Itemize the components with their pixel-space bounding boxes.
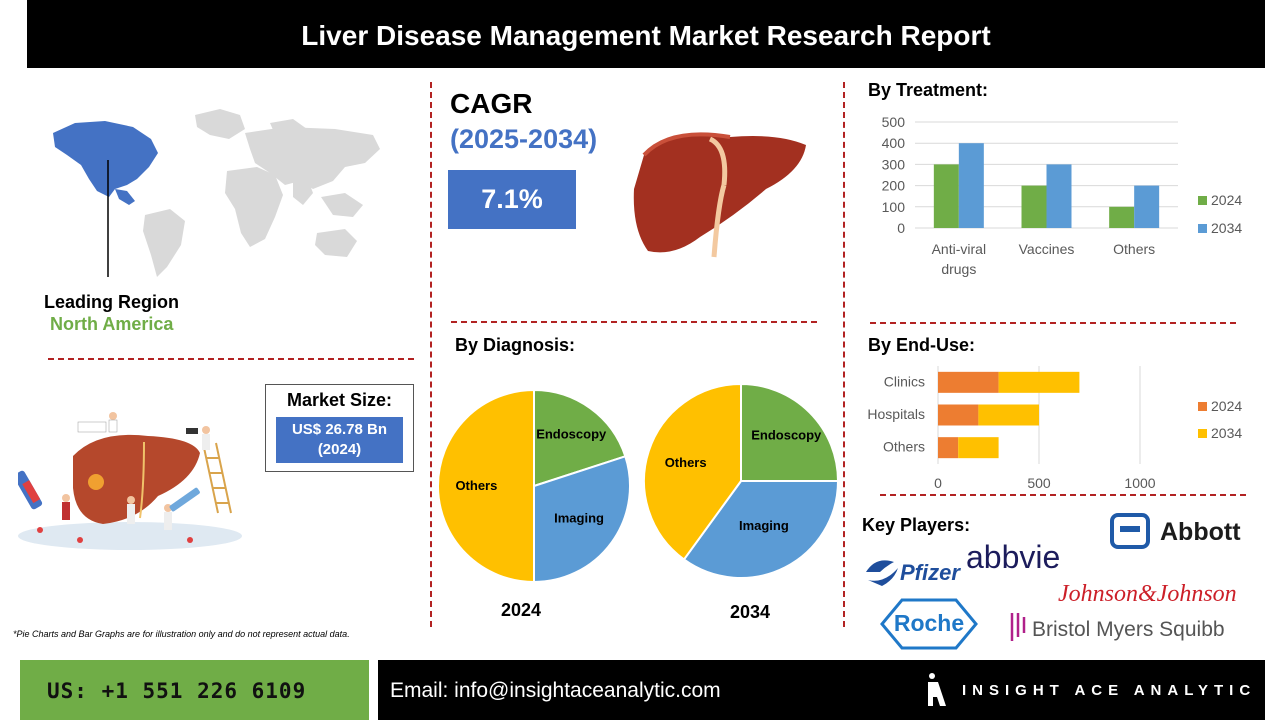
divider-treatment bbox=[870, 322, 1236, 324]
pie-label: Others bbox=[665, 455, 707, 470]
enduse-legend-label: 2024 bbox=[1211, 398, 1242, 414]
pie-label: Endoscopy bbox=[751, 428, 822, 443]
treatment-y-tick: 500 bbox=[882, 114, 906, 130]
treatment-y-tick: 300 bbox=[882, 156, 906, 172]
enduse-y-tick: Hospitals bbox=[867, 406, 925, 422]
abbott-logo: Abbott bbox=[1110, 513, 1241, 549]
market-size-year: (2024) bbox=[317, 441, 362, 458]
pie-2034-year: 2034 bbox=[730, 602, 771, 622]
diagnosis-title: By Diagnosis: bbox=[455, 335, 576, 355]
brand-name: INSIGHT ACE ANALYTIC bbox=[962, 682, 1257, 699]
treatment-chart: 0 100 200 300 400 500 Anti-viral drugs Vaccines O… bbox=[882, 114, 1243, 277]
abbvie-logo: abbvie bbox=[966, 540, 1060, 575]
jnj-logo: Johnson&Johnson bbox=[1058, 581, 1236, 607]
treatment-x-tick: drugs bbox=[941, 261, 976, 277]
enduse-chart: 0 500 1000 Clinics Hospitals Others 2024 2034 bbox=[867, 366, 1242, 491]
footer-phone-bar: US: +1 551 226 6109 bbox=[20, 660, 369, 720]
abbvie-text: abbvie bbox=[966, 540, 1060, 575]
treatment-bar-2034 bbox=[1046, 164, 1072, 228]
market-size-amount: US$ 26.78 Bn bbox=[291, 421, 388, 438]
treatment-bar-2024 bbox=[1109, 206, 1135, 228]
pie-slice-others bbox=[437, 388, 535, 584]
liver-team-illustration bbox=[18, 412, 242, 550]
pie-label: Imaging bbox=[739, 518, 789, 533]
enduse-legend-swatch bbox=[1198, 402, 1207, 411]
pie-slice-others bbox=[643, 382, 742, 561]
diagnosis-pie-2024: Endoscopy Imaging Others bbox=[437, 388, 631, 584]
treatment-legend-swatch bbox=[1198, 224, 1207, 233]
pie-slice-endoscopy bbox=[533, 388, 627, 488]
pie-label: Endoscopy bbox=[536, 427, 607, 442]
pie-2024-year: 2024 bbox=[501, 600, 542, 620]
key-players-title: Key Players: bbox=[862, 515, 971, 535]
world-map bbox=[53, 109, 380, 277]
title-bar: Liver Disease Management Market Research… bbox=[27, 0, 1265, 68]
divider-enduse bbox=[880, 494, 1246, 496]
enduse-x-tick: 0 bbox=[934, 475, 942, 491]
market-size-title: Market Size: bbox=[286, 390, 393, 410]
pie-slice-imaging bbox=[682, 480, 840, 579]
treatment-bar-2034 bbox=[958, 143, 984, 228]
pfizer-text: Pfizer bbox=[900, 560, 961, 585]
treatment-legend-swatch bbox=[1198, 196, 1207, 205]
brand-logo-icon bbox=[928, 673, 946, 706]
divider-cagr bbox=[451, 321, 817, 323]
report-title: Liver Disease Management Market Research… bbox=[301, 20, 991, 51]
enduse-y-tick: Others bbox=[883, 439, 925, 455]
pie-slice-endoscopy bbox=[740, 382, 840, 482]
treatment-legend-label: 2024 bbox=[1211, 192, 1242, 208]
treatment-bar-2024 bbox=[1021, 185, 1047, 228]
abbott-text: Abbott bbox=[1160, 518, 1241, 546]
jnj-text: Johnson&Johnson bbox=[1058, 581, 1236, 607]
enduse-bar-2024 bbox=[938, 437, 959, 459]
treatment-y-tick: 0 bbox=[897, 220, 905, 236]
footer-contact-bar: Email: info@insightaceanalytic.com INSIG… bbox=[378, 660, 1265, 720]
enduse-legend-swatch bbox=[1198, 429, 1207, 438]
enduse-bar-2024 bbox=[938, 404, 979, 426]
pfizer-logo: Pfizer bbox=[866, 560, 961, 586]
enduse-x-tick: 500 bbox=[1027, 475, 1051, 491]
treatment-title: By Treatment: bbox=[868, 80, 989, 100]
cagr-title: CAGR bbox=[450, 88, 533, 119]
treatment-x-tick: Vaccines bbox=[1019, 241, 1075, 257]
bms-logo: Bristol Myers Squibb bbox=[1010, 613, 1225, 641]
liver-illustration bbox=[633, 132, 806, 258]
leading-region-label: Leading Region bbox=[44, 292, 179, 312]
enduse-title: By End-Use: bbox=[868, 335, 976, 355]
divider-region bbox=[48, 358, 414, 360]
enduse-y-tick: Clinics bbox=[884, 373, 925, 389]
treatment-y-tick: 200 bbox=[882, 178, 906, 194]
pie-label: Imaging bbox=[554, 511, 604, 526]
treatment-bar-2024 bbox=[933, 164, 959, 228]
enduse-legend-label: 2034 bbox=[1211, 425, 1242, 441]
market-size-value: US$ 26.78 Bn (2024) bbox=[276, 417, 403, 463]
cagr-value: 7.1% bbox=[448, 170, 576, 229]
phone-number[interactable]: US: +1 551 226 6109 bbox=[47, 679, 307, 703]
treatment-y-tick: 100 bbox=[882, 199, 906, 215]
leading-region-value: North America bbox=[50, 314, 174, 334]
treatment-legend-label: 2034 bbox=[1211, 220, 1242, 236]
cagr-years: (2025-2034) bbox=[450, 124, 598, 154]
email-link[interactable]: Email: info@insightaceanalytic.com bbox=[390, 679, 721, 702]
divider-left bbox=[430, 82, 432, 627]
roche-logo: Roche bbox=[880, 598, 978, 650]
pie-label: Others bbox=[455, 478, 497, 493]
enduse-bar-2034 bbox=[958, 437, 999, 459]
divider-right bbox=[843, 82, 845, 627]
bms-text: Bristol Myers Squibb bbox=[1032, 618, 1225, 641]
diagnosis-pie-2034: Endoscopy Imaging Others bbox=[643, 382, 840, 579]
footnote: *Pie Charts and Bar Graphs are for illus… bbox=[13, 629, 350, 639]
treatment-x-tick: Others bbox=[1113, 241, 1155, 257]
treatment-bar-2034 bbox=[1134, 185, 1160, 228]
enduse-x-tick: 1000 bbox=[1124, 475, 1155, 491]
enduse-bar-2024 bbox=[938, 371, 999, 393]
enduse-bar-2034 bbox=[998, 371, 1080, 393]
enduse-bar-2034 bbox=[978, 404, 1039, 426]
market-size-box: Market Size: US$ 26.78 Bn (2024) bbox=[265, 384, 414, 472]
treatment-x-tick: Anti-viral bbox=[932, 241, 986, 257]
treatment-y-tick: 400 bbox=[882, 135, 906, 151]
pie-slice-imaging bbox=[533, 455, 631, 584]
roche-text: Roche bbox=[894, 610, 964, 636]
